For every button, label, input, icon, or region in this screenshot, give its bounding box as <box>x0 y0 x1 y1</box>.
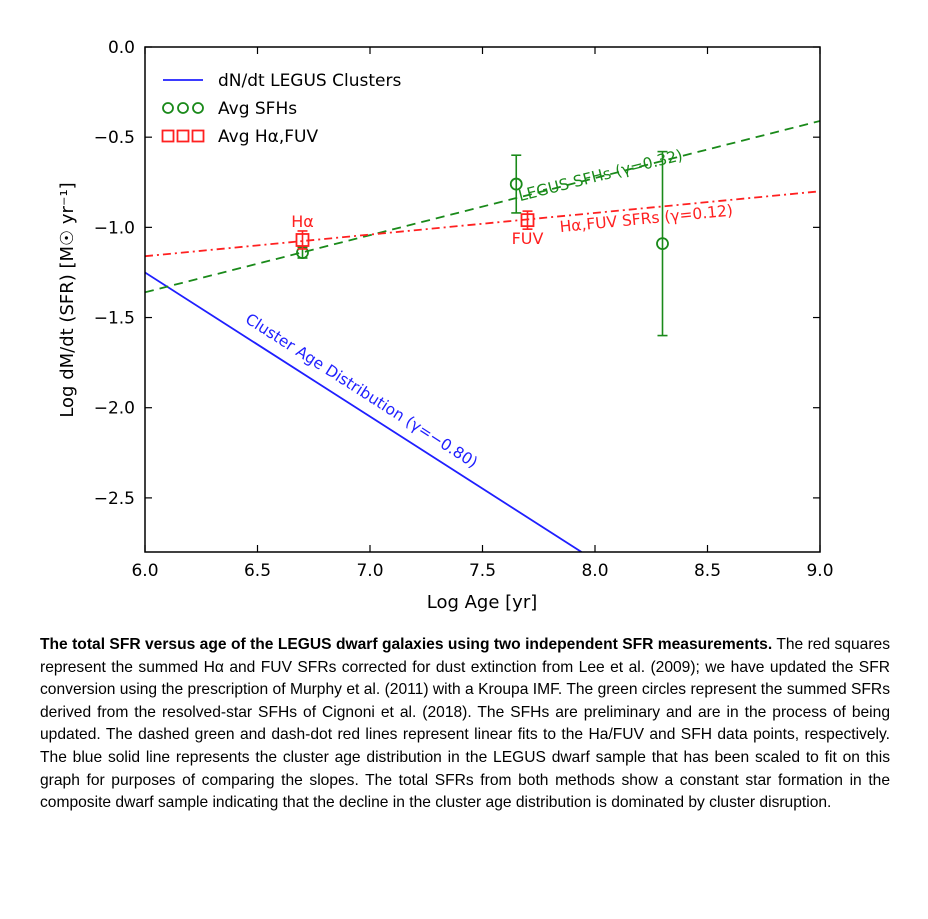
legend-square-swatch <box>161 129 175 143</box>
point-label: Hα <box>291 212 314 231</box>
legend-square-swatch <box>191 129 205 143</box>
annotation-h-fuv-sfrs: Hα,FUV SFRs (γ=0.12) <box>559 201 734 236</box>
legend-label: Avg SFHs <box>218 99 297 119</box>
x-axis-label: Log Age [yr] <box>427 592 538 613</box>
legend-label: dN/dt LEGUS Clusters <box>218 71 401 91</box>
figure-caption: The total SFR versus age of the LEGUS dw… <box>40 634 890 815</box>
data-point-circle <box>509 177 523 191</box>
x-tick-label: 6.0 <box>131 561 158 581</box>
legend-circle-swatch <box>177 102 189 114</box>
point-label: FUV <box>512 229 544 248</box>
sfr-vs-age-chart: 6.0 6.5 7.0 7.5 8.0 8.5 9.0 0.0 −0.5 −1.0 −1.5 −2.0… <box>57 38 834 613</box>
y-tick-label: 0.0 <box>108 38 135 58</box>
x-tick-label: 8.5 <box>694 561 721 581</box>
legend: dN/dt LEGUS Clusters Avg SFHs Avg Hα,FUV <box>161 71 401 147</box>
data-point-square <box>295 233 310 247</box>
series-line-h-fuv-sfrs <box>145 190 820 258</box>
x-tick-label: 8.0 <box>581 561 608 581</box>
y-tick-label: −0.5 <box>94 128 135 148</box>
x-tick-label: 7.5 <box>469 561 496 581</box>
y-tick-label: −2.5 <box>94 489 135 509</box>
x-tick-label: 7.0 <box>356 561 383 581</box>
x-tick-label: 6.5 <box>244 561 271 581</box>
legend-square-swatch <box>176 129 190 143</box>
data-point-circle <box>656 237 669 250</box>
y-tick-label: −2.0 <box>94 399 135 419</box>
caption-body: The red squares represent the summed Hα … <box>40 636 890 812</box>
annotation-dn-dt-legus-clusters: Cluster Age Distribution (γ=−0.80) <box>242 310 481 472</box>
series-line-dn-dt-legus-clusters <box>145 271 582 552</box>
plot-frame <box>144 46 821 553</box>
series-line-legus-sfhs <box>145 120 820 294</box>
y-tick-label: −1.0 <box>94 218 135 238</box>
y-tick-label: −1.5 <box>94 309 135 329</box>
x-tick-label: 9.0 <box>806 561 833 581</box>
legend-label: Avg Hα,FUV <box>218 127 319 147</box>
legend-circle-swatch <box>192 102 204 114</box>
data-point-square <box>520 213 535 228</box>
annotation-legus-sfhs: LEGUS SFHs (γ=0.32) <box>517 146 685 205</box>
y-axis-label: Log dM/dt (SFR) [M☉ yr⁻¹] <box>57 182 78 417</box>
legend-circle-swatch <box>162 102 174 114</box>
caption-title: The total SFR versus age of the LEGUS dw… <box>40 636 773 653</box>
